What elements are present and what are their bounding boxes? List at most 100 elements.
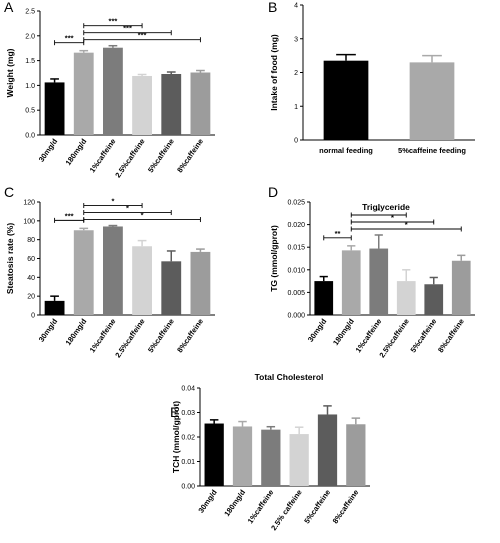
category-label: 8%caffeine <box>175 317 205 354</box>
category-label: 180mg/d <box>64 317 89 347</box>
category-label: 2.5%caffeine <box>113 137 146 179</box>
bar <box>161 261 182 315</box>
category-label: 30mg/d <box>37 317 60 344</box>
category-label: 180mg/d <box>222 488 247 518</box>
y-tick-label: 0 <box>31 313 35 320</box>
bar <box>317 414 338 486</box>
category-label: 180mg/d <box>64 137 89 167</box>
bar <box>424 284 444 315</box>
bar <box>314 281 334 315</box>
significance-label: *** <box>138 31 147 40</box>
bar <box>132 246 152 315</box>
y-tick-label: 0.01 <box>181 459 195 466</box>
bar <box>44 300 65 315</box>
bar <box>190 251 211 315</box>
y-tick-label: 0.02 <box>181 435 195 442</box>
bar <box>73 52 94 135</box>
y-axis-label: Steatosis rate (%) <box>5 223 15 294</box>
y-tick-label: 0.015 <box>287 245 305 252</box>
panel-title: Triglyceride <box>362 202 410 212</box>
bar <box>323 60 369 140</box>
panel-c: C 0 20 40 60 80 100 120 Steatosis rate (%) 30mg/d… <box>4 184 215 359</box>
bar <box>289 434 309 486</box>
bar <box>73 230 94 315</box>
panel-letter: A <box>4 0 14 15</box>
y-tick-label: 120 <box>23 200 35 207</box>
y-tick-label: 80 <box>27 237 35 244</box>
significance-label: * <box>111 197 114 206</box>
y-tick-label: 0.04 <box>181 386 195 393</box>
category-label: 1%caffeine <box>88 317 118 354</box>
category-label: 8%caffeine <box>175 137 205 174</box>
y-tick-label: 40 <box>27 275 35 282</box>
y-axis-label: Intake of food (mg) <box>269 34 279 111</box>
panel-title: Total Cholesterol <box>255 372 324 382</box>
category-label: 30mg/d <box>37 137 60 164</box>
significance-label: *** <box>65 211 74 220</box>
significance-label: *** <box>109 17 118 26</box>
category-label: 5%caffeine <box>302 488 332 525</box>
bar <box>190 72 211 135</box>
y-tick-label: 2 <box>294 70 298 77</box>
category-label: 1%caffeine <box>246 488 276 525</box>
bar <box>132 75 152 135</box>
significance-label: *** <box>123 24 132 33</box>
y-tick-label: 0.010 <box>287 267 305 274</box>
y-tick-label: 0.5 <box>25 108 35 115</box>
y-tick-label: 0.025 <box>287 200 305 207</box>
y-tick-label: 0.000 <box>287 313 305 320</box>
panel-e: E Total Cholesterol 0.00 0.01 0.02 0.03 0.04 TC… <box>170 372 370 532</box>
bar <box>396 281 416 315</box>
y-tick-label: 20 <box>27 294 35 301</box>
significance-label: *** <box>65 34 74 43</box>
panel-letter: E <box>170 404 179 420</box>
category-label: 5%caffeine <box>146 137 176 174</box>
category-label: 2.5%caffeine <box>113 317 146 359</box>
category-label: 30mg/d <box>306 317 329 344</box>
category-label: 8%caffeine <box>331 488 361 525</box>
bar <box>204 423 224 486</box>
significance-label: * <box>391 213 394 222</box>
bar <box>409 62 455 140</box>
panel-letter: D <box>268 184 278 200</box>
y-axis-label: TCH (mmol/gprot) <box>171 401 181 473</box>
y-tick-label: 1.5 <box>25 58 35 65</box>
y-axis-label: TG (mmol/gprot) <box>269 225 279 292</box>
y-tick-label: 2.5 <box>25 9 35 16</box>
category-label: 180mg/d <box>331 317 356 347</box>
category-label: 5%caffeine feeding <box>398 146 466 155</box>
panel-letter: B <box>268 0 277 15</box>
y-tick-label: 60 <box>27 256 35 263</box>
y-tick-label: 0.0 <box>25 133 35 140</box>
panel-d: D Triglyceride 0.000 0.005 0.010 0.015 0.020 0.… <box>268 184 475 359</box>
category-label: 30mg/d <box>196 488 219 515</box>
y-tick-label: 4 <box>294 3 298 10</box>
panel-letter: C <box>4 184 14 200</box>
significance-label: * <box>405 220 408 229</box>
category-label: 1%caffeine <box>88 137 118 174</box>
y-tick-label: 0.03 <box>181 410 195 417</box>
y-tick-label: 2.0 <box>25 33 35 40</box>
bar <box>232 426 253 486</box>
bar <box>261 429 281 486</box>
y-tick-label: 0 <box>294 138 298 145</box>
panel-b: B 0 1 2 3 4 Intake of food (mg) normal feeding 5… <box>268 0 475 155</box>
significance-label: * <box>141 211 144 220</box>
y-tick-label: 0.00 <box>181 484 195 491</box>
bar <box>161 73 182 135</box>
category-label: 1%caffeine <box>354 317 384 354</box>
y-tick-label: 1.0 <box>25 83 35 90</box>
category-label: 5%caffeine <box>146 317 176 354</box>
category-label: 5%caffeine <box>409 317 439 354</box>
y-axis-label: Weight (mg) <box>5 48 15 97</box>
category-label: normal feeding <box>319 146 373 155</box>
y-tick-label: 0.005 <box>287 290 305 297</box>
y-tick-label: 0.020 <box>287 222 305 229</box>
bar <box>44 82 65 135</box>
y-tick-label: 3 <box>294 36 298 43</box>
significance-label: * <box>377 206 380 215</box>
bar <box>451 260 471 315</box>
bar <box>103 226 123 315</box>
bar <box>103 47 123 136</box>
